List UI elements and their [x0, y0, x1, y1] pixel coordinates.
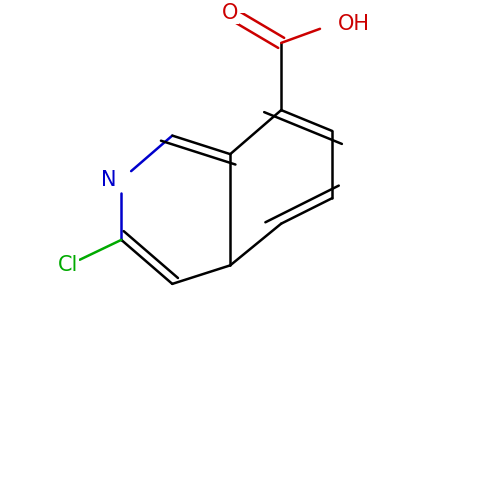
Text: O: O	[222, 3, 239, 23]
Text: Cl: Cl	[58, 255, 78, 275]
Text: N: N	[101, 170, 117, 190]
Text: OH: OH	[338, 14, 370, 34]
